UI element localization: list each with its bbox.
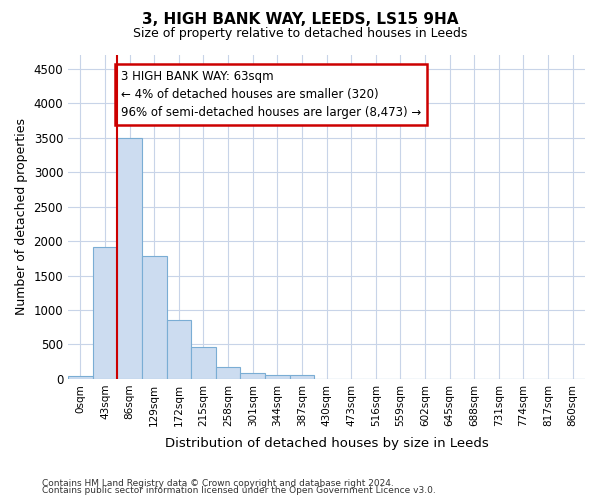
Bar bbox=[191, 347, 216, 379]
Bar bbox=[241, 372, 265, 379]
X-axis label: Distribution of detached houses by size in Leeds: Distribution of detached houses by size … bbox=[164, 437, 488, 450]
Bar bbox=[142, 256, 167, 379]
Text: 3 HIGH BANK WAY: 63sqm
← 4% of detached houses are smaller (320)
96% of semi-det: 3 HIGH BANK WAY: 63sqm ← 4% of detached … bbox=[121, 70, 421, 119]
Bar bbox=[265, 375, 290, 379]
Text: Size of property relative to detached houses in Leeds: Size of property relative to detached ho… bbox=[133, 28, 467, 40]
Bar bbox=[117, 138, 142, 379]
Bar bbox=[68, 376, 92, 379]
Bar bbox=[290, 375, 314, 379]
Bar bbox=[92, 246, 117, 379]
Y-axis label: Number of detached properties: Number of detached properties bbox=[15, 118, 28, 316]
Text: Contains HM Land Registry data © Crown copyright and database right 2024.: Contains HM Land Registry data © Crown c… bbox=[42, 478, 394, 488]
Text: Contains public sector information licensed under the Open Government Licence v3: Contains public sector information licen… bbox=[42, 486, 436, 495]
Bar bbox=[167, 320, 191, 379]
Text: 3, HIGH BANK WAY, LEEDS, LS15 9HA: 3, HIGH BANK WAY, LEEDS, LS15 9HA bbox=[142, 12, 458, 28]
Bar bbox=[216, 367, 241, 379]
